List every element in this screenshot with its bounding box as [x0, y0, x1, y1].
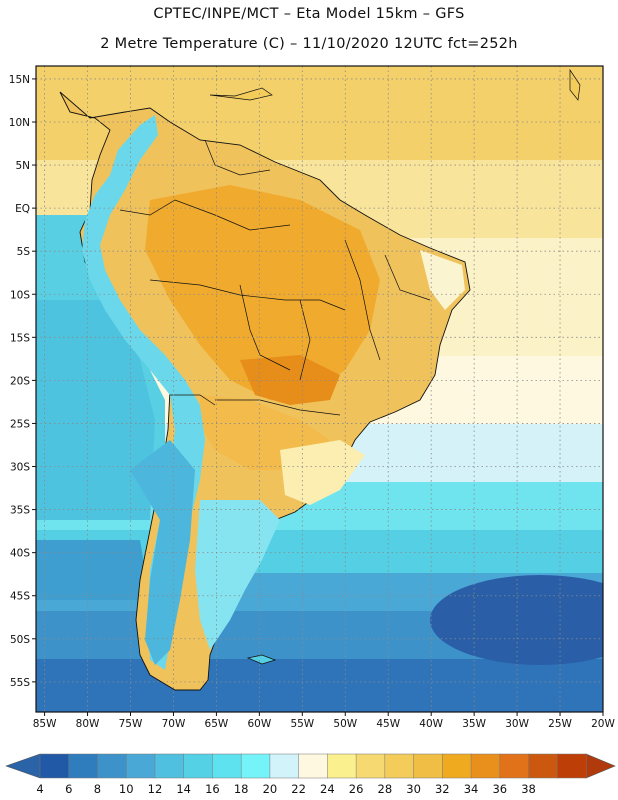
colorbar-swatch	[125, 753, 156, 779]
chart-title-line-1: CPTEC/INPE/MCT – Eta Model 15km – GFS	[153, 6, 465, 22]
colorbar-label: 10	[119, 782, 134, 796]
colorbar-swatch	[68, 753, 99, 779]
latitude-label: 55S	[10, 677, 30, 689]
longitude-label: 70W	[162, 718, 186, 730]
south-brazil-mild-region	[280, 440, 365, 505]
colorbar-low-arrow	[5, 753, 41, 779]
colorbar-swatch	[355, 753, 386, 779]
colorbar-label: 18	[234, 782, 249, 796]
colorbar-high-arrow	[585, 753, 616, 779]
colorbar-label: 26	[349, 782, 364, 796]
colorbar-label: 36	[492, 782, 507, 796]
latitude-label: 30S	[10, 462, 30, 474]
latitude-label: 40S	[10, 548, 30, 560]
latitude-label: 45S	[10, 591, 30, 603]
colorbar: 4 6 8 10 12 14 16 18 20 22 24 26 28 30 32 34 36 38	[5, 753, 616, 796]
colorbar-label: 24	[320, 782, 335, 796]
longitude-label: 85W	[33, 718, 57, 730]
colorbar-swatch	[183, 753, 214, 779]
longitude-label: 50W	[333, 718, 357, 730]
colorbar-swatch	[269, 753, 300, 779]
colorbar-swatch	[442, 753, 472, 779]
colorbar-label: 4	[36, 782, 43, 796]
border-line-brazil-states	[344, 239, 381, 361]
latitude-axis-labels: 15N 10N 5N EQ 5S 10S 15S 20S 25S 30S 35S 40S 45S 50S 5…	[9, 74, 36, 689]
colorbar-swatch	[97, 753, 127, 779]
latitude-label: 5S	[17, 246, 31, 258]
longitude-label: 30W	[505, 718, 529, 730]
colorbar-swatch	[240, 753, 271, 779]
colorbar-swatch	[557, 753, 587, 779]
colorbar-label: 16	[205, 782, 220, 796]
ocean-southern-band	[36, 659, 603, 712]
colorbar-label: 6	[65, 782, 72, 796]
caribbean-islands	[209, 87, 273, 101]
lesser-antilles	[569, 68, 581, 101]
longitude-label: 40W	[419, 718, 443, 730]
colorbar-label: 30	[406, 782, 421, 796]
falkland-islands	[246, 654, 277, 665]
border-line-northeast	[384, 254, 431, 301]
colorbar-swatch	[298, 753, 329, 779]
pacific-south-water	[36, 540, 150, 600]
colorbar-swatch	[384, 753, 415, 779]
colorbar-swatch	[327, 753, 357, 779]
latitude-label: 20S	[10, 375, 30, 387]
border-line-south	[215, 399, 341, 416]
longitude-label: 55W	[290, 718, 314, 730]
map-fields	[36, 66, 603, 712]
latitude-label: 35S	[10, 505, 30, 517]
border-line-north	[119, 199, 291, 231]
colorbar-label: 12	[148, 782, 163, 796]
border-line-bolivia	[239, 284, 291, 371]
colorbar-label: 34	[464, 782, 479, 796]
country-borders	[119, 139, 431, 416]
colorbar-swatch	[39, 753, 70, 779]
latitude-label: 50S	[10, 634, 30, 646]
colorbar-label: 22	[291, 782, 306, 796]
patagonia-east-region	[195, 500, 280, 650]
graticule-lines	[36, 66, 604, 712]
colorbar-swatch	[470, 753, 501, 779]
hot-spot-paraguay	[240, 355, 340, 405]
border-line-mato-grosso	[299, 299, 311, 381]
longitude-axis-labels: 85W 80W 75W 70W 65W 60W 55W 50W 45W 40W 35W 30W 25W 2…	[33, 712, 615, 730]
latitude-label: 15S	[10, 332, 30, 344]
latitude-label: 10S	[10, 289, 30, 301]
latitude-label: 15N	[9, 74, 30, 86]
longitude-label: 75W	[119, 718, 143, 730]
longitude-label: 80W	[76, 718, 100, 730]
colorbar-swatch	[499, 753, 530, 779]
colorbar-label: 28	[378, 782, 393, 796]
chart-title-line-2: 2 Metre Temperature (C) – 11/10/2020 12U…	[100, 36, 518, 52]
border-line-central	[149, 279, 346, 311]
latitude-label: 5N	[15, 160, 30, 172]
latitude-label: EQ	[15, 203, 30, 215]
longitude-label: 60W	[247, 718, 271, 730]
colorbar-label: 38	[521, 782, 536, 796]
colorbar-swatch	[154, 753, 185, 779]
latitude-label: 10N	[9, 117, 30, 129]
map-frame	[35, 65, 604, 713]
colorbar-swatch	[413, 753, 444, 779]
latitude-label: 25S	[10, 418, 30, 430]
colorbar-label: 32	[435, 782, 450, 796]
border-line-chile-argentina	[170, 394, 216, 406]
colorbar-swatch	[212, 753, 242, 779]
colorbar-label: 20	[263, 782, 278, 796]
longitude-label: 45W	[376, 718, 400, 730]
colorbar-label: 14	[176, 782, 191, 796]
colorbar-label: 8	[94, 782, 101, 796]
colorbar-swatch	[528, 753, 559, 779]
pacific-cooler-water	[36, 300, 155, 520]
longitude-label: 25W	[548, 718, 572, 730]
border-line-venezuela	[204, 139, 271, 176]
longitude-label: 35W	[462, 718, 486, 730]
longitude-label: 65W	[205, 718, 229, 730]
longitude-label: 20W	[591, 718, 615, 730]
central-warm-core	[145, 185, 380, 400]
